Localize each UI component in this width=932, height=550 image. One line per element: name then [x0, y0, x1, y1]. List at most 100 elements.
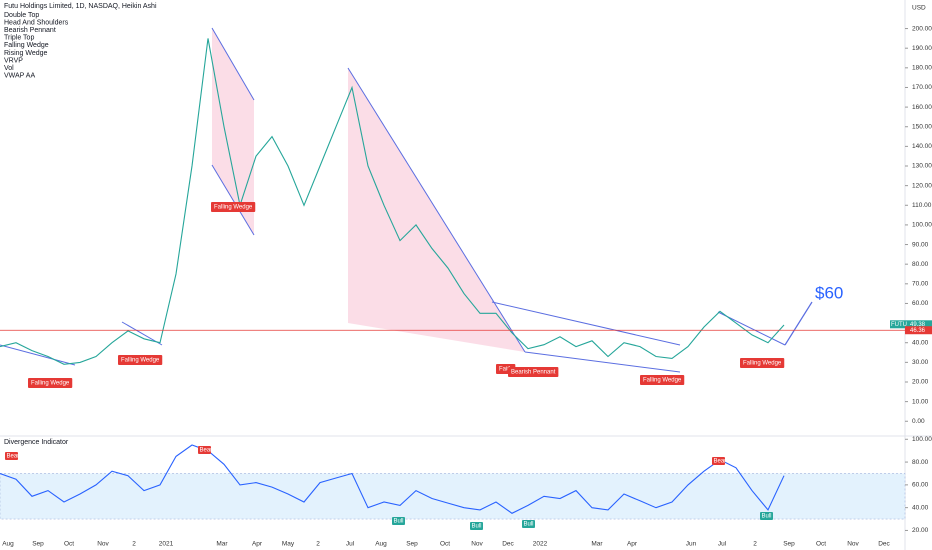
trendline: [211, 27, 255, 101]
pattern-label: Falling Wedge: [121, 358, 160, 364]
signal-label: Bear: [7, 454, 20, 460]
x-tick-label: Aug: [375, 541, 387, 548]
pattern-label: Falling Wedge: [214, 205, 253, 211]
x-tick-label: Sep: [406, 541, 418, 548]
x-tick-label: Nov: [97, 541, 109, 548]
y-tick-label: 190.00: [912, 45, 932, 52]
trendline: [491, 301, 681, 346]
pattern-label-bg: [640, 375, 685, 385]
y-tick-label: 70.00: [912, 281, 929, 288]
trendline: [347, 67, 526, 353]
level-tag: [905, 326, 932, 335]
x-tick-label: 2: [132, 541, 136, 548]
indicator-name: Vol: [4, 65, 14, 72]
y-tick-label: 100.00: [912, 436, 932, 443]
price-tag-text: 49.38: [910, 322, 926, 328]
y-tick-label: 0.00: [912, 418, 925, 425]
signal-label: Bull: [472, 524, 482, 530]
signal-bg: [198, 446, 211, 454]
indicator-name: Falling Wedge: [4, 42, 49, 49]
pattern-label-bg: [118, 355, 163, 365]
y-tick-label: 60.00: [912, 482, 929, 489]
y-tick-label: 180.00: [912, 65, 932, 72]
x-tick-label: Jul: [346, 541, 355, 548]
x-tick-label: Dec: [878, 541, 890, 548]
x-tick-label: 2: [753, 541, 757, 548]
y-tick-label: 170.00: [912, 84, 932, 91]
symbol-tag: [890, 320, 905, 329]
y-tick-label: 60.00: [912, 300, 929, 307]
target-arrow: [784, 301, 813, 346]
pattern-label-bg: [28, 378, 73, 388]
indicator-name: Rising Wedge: [4, 50, 48, 57]
y-tick-label: 20.00: [912, 527, 929, 534]
x-tick-label: Mar: [591, 541, 603, 548]
x-tick-label: Oct: [64, 541, 74, 548]
indicator-name: Head And Shoulders: [4, 19, 69, 26]
pattern-fill: [212, 28, 254, 235]
price-tag: [905, 320, 932, 329]
indicator-name: VRVP: [4, 57, 23, 64]
y-tick-label: 40.00: [912, 504, 929, 511]
y-tick-label: 80.00: [912, 261, 929, 268]
y-tick-label: 30.00: [912, 359, 929, 366]
x-tick-label: Mar: [216, 541, 228, 548]
x-tick-label: Jun: [686, 541, 697, 548]
trendline: [0, 344, 76, 366]
x-tick-label: Sep: [32, 541, 44, 548]
level-tag-text: 46.36: [910, 328, 926, 334]
x-tick-label: Nov: [471, 541, 483, 548]
x-tick-label: Apr: [252, 541, 263, 548]
price-line: [0, 38, 785, 365]
y-tick-label: 120.00: [912, 182, 932, 189]
y-tick-label: 110.00: [912, 202, 932, 209]
y-tick-label: 90.00: [912, 241, 929, 248]
indicator-line: [0, 444, 785, 514]
signal-bg: [392, 517, 405, 525]
target-label: $60: [815, 283, 843, 302]
indicator-name: VWAP AA: [4, 73, 35, 80]
signal-bg: [470, 522, 483, 530]
y-tick-label: 130.00: [912, 163, 932, 170]
x-tick-label: Oct: [816, 541, 826, 548]
y-tick-label: 80.00: [912, 459, 929, 466]
signal-label: Bull: [762, 514, 772, 520]
currency: USD: [912, 5, 926, 12]
x-tick-label: Jul: [718, 541, 727, 548]
x-tick-label: Sep: [783, 541, 795, 548]
x-tick-label: Dec: [502, 541, 514, 548]
x-tick-label: 2022: [533, 541, 548, 548]
trendline: [524, 351, 681, 373]
y-tick-label: 100.00: [912, 222, 932, 229]
pattern-label: Falling Wedge: [743, 361, 782, 367]
signal-label: Bear: [200, 448, 213, 454]
y-tick-label: 140.00: [912, 143, 932, 150]
signal-bg: [522, 520, 535, 528]
y-tick-label: 200.00: [912, 25, 932, 32]
indicator-name: Triple Top: [4, 35, 34, 42]
y-tick-label: 150.00: [912, 123, 932, 130]
chart-title: Futu Holdings Limited, 1D, NASDAQ, Heiki…: [4, 3, 157, 10]
x-tick-label: Aug: [2, 541, 14, 548]
x-tick-label: Nov: [847, 541, 859, 548]
x-tick-label: Apr: [627, 541, 638, 548]
pattern-label-bg: [508, 367, 559, 377]
y-tick-label: 10.00: [912, 398, 929, 405]
signal-bg: [5, 452, 18, 460]
trendline: [211, 164, 255, 236]
pattern-label-bg: [211, 202, 256, 212]
pattern-label: Bearish Pennant: [511, 370, 556, 376]
pane-title: Divergence Indicator: [4, 439, 69, 446]
band: [0, 473, 906, 520]
y-tick-label: 20.00: [912, 379, 929, 386]
indicator-name: Double Top: [4, 12, 39, 19]
signal-bg: [760, 512, 773, 520]
x-tick-label: May: [282, 541, 295, 548]
pattern-label-bg: [740, 358, 785, 368]
pattern-label: Falling Wedge: [643, 378, 682, 384]
signal-label: Bear: [714, 459, 727, 465]
x-tick-label: Oct: [440, 541, 450, 548]
y-tick-label: 160.00: [912, 104, 932, 111]
pattern-label: Falling Wedge: [31, 381, 70, 387]
